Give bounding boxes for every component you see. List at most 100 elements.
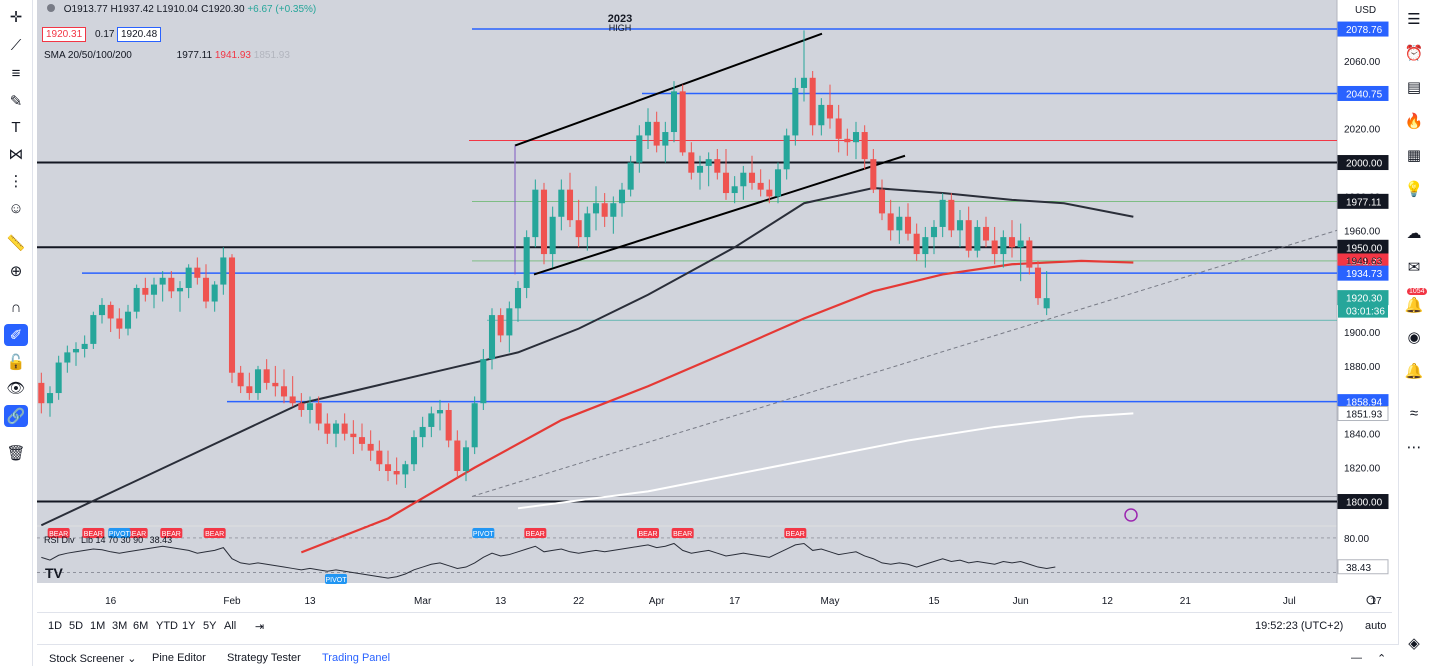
candle-body[interactable] [220,257,227,285]
price-tag-label[interactable]: 1941.93 [1346,257,1383,268]
candle-body[interactable] [159,277,166,285]
pattern-icon[interactable]: ⋈ [8,146,24,163]
candle-body[interactable] [497,315,504,336]
range-1y[interactable]: 1Y [182,620,196,632]
alarm-icon[interactable]: 🔔 [1404,363,1424,380]
candle-body[interactable] [367,443,374,451]
brush-icon[interactable]: ✎ [9,93,23,110]
ideas-icon[interactable]: 💡 [1404,181,1424,198]
price-tag-bg[interactable] [1337,265,1389,281]
data-window-icon[interactable]: ▤ [1406,79,1422,96]
channel-upper[interactable] [514,32,823,147]
fib-icon[interactable]: ≡ [11,64,21,82]
candle-body[interactable] [107,304,114,319]
stream-icon[interactable]: ◉ [1407,329,1421,346]
candle-body[interactable] [471,403,478,448]
candle-body[interactable] [748,172,756,183]
trash-icon[interactable]: 🗑 [6,445,26,462]
range-all[interactable]: All [224,620,237,632]
candle-body[interactable] [246,386,253,394]
candle-body[interactable] [506,308,513,336]
candle-body[interactable] [783,135,790,170]
range-ytd[interactable]: YTD [156,620,178,632]
ruler-icon[interactable]: 📏 [6,235,26,252]
candle-body[interactable] [38,382,45,404]
candle-body[interactable] [90,315,97,344]
candle-body[interactable] [887,213,894,231]
tab-trading-panel[interactable]: Trading Panel [322,652,391,664]
candle-body[interactable] [523,237,530,288]
candle-body[interactable] [644,121,652,136]
chart-svg[interactable]: 2023HIGH1820.001840.001860.001880.001900… [37,0,1392,610]
candle-body[interactable] [315,403,322,424]
goto-date-icon[interactable]: ⇥ [255,621,265,633]
candle-body[interactable] [1026,240,1033,268]
candle-body[interactable] [904,216,912,234]
candle-body[interactable] [462,447,470,472]
waves-icon[interactable]: ≈ [1409,404,1419,422]
candle-body[interactable] [376,450,383,465]
candle-body[interactable] [878,189,886,214]
price-tag-label[interactable]: 1858.94 [1346,398,1383,409]
price-tag-bg[interactable] [1337,193,1389,209]
price-tag-label[interactable]: 2078.76 [1346,25,1383,36]
candle-body[interactable] [237,372,244,387]
chat-icon[interactable]: ☁ [1406,225,1422,242]
auto-scale-button[interactable]: auto [1365,620,1387,632]
alert-clock-icon[interactable]: ⏰ [1404,45,1424,62]
price-tag-bg[interactable] [1337,406,1389,422]
candle-body[interactable] [757,182,764,190]
candle-body[interactable] [636,135,643,163]
candle-body[interactable] [98,304,106,316]
annotation-high[interactable]: HIGH [609,23,632,33]
candle-body[interactable] [696,165,704,173]
magnet-icon[interactable]: ∩ [10,298,22,316]
candle-body[interactable] [263,369,270,383]
range-1d[interactable]: 1D [48,620,63,632]
price-tag-bg[interactable] [1337,21,1389,37]
candle-body[interactable] [662,132,669,146]
candle-body[interactable] [774,169,782,197]
range-6m[interactable]: 6M [133,620,149,632]
lock-icon[interactable]: 🔓 [6,354,26,371]
hotlist-icon[interactable]: 🔥 [1404,113,1424,130]
price-tag-label[interactable]: 1800.00 [1346,498,1383,509]
candle-body[interactable] [852,132,860,143]
candle-body[interactable] [670,91,678,133]
price-tag-label[interactable]: 1977.11 [1346,197,1382,208]
candle-body[interactable] [566,189,574,221]
candle-body[interactable] [766,189,773,197]
candle-body[interactable] [549,216,556,255]
candle-body[interactable] [818,104,825,126]
trend-line-icon[interactable]: ⟋ [10,36,22,54]
candle-body[interactable] [1000,237,1007,255]
candle-body[interactable] [956,220,964,231]
candle-body[interactable] [965,220,972,251]
candle-body[interactable] [844,138,851,143]
candle-body[interactable] [575,220,582,238]
channel-lower[interactable] [533,154,906,276]
candle-body[interactable] [488,315,496,360]
candle-body[interactable] [202,277,210,302]
candle-body[interactable] [540,189,548,255]
tab-pine-editor[interactable]: Pine Editor [152,652,206,664]
prediction-icon[interactable]: ⋮ [8,173,24,190]
candle-body[interactable] [558,189,565,217]
candle-body[interactable] [731,186,738,194]
candle-body[interactable] [896,216,903,231]
candle-body[interactable] [64,352,71,363]
price-tag-label[interactable]: 1950.00 [1346,243,1383,254]
maximize-icon[interactable]: ⌃ [1377,653,1387,665]
currency-label[interactable]: USD [1355,5,1377,16]
candle-body[interactable] [254,369,262,394]
candle-body[interactable] [653,121,660,146]
candle-body[interactable] [948,199,955,231]
emoji-icon[interactable]: ☺ [8,199,24,217]
range-3m[interactable]: 3M [112,620,128,632]
range-5y[interactable]: 5Y [203,620,217,632]
price-tag-label[interactable]: 1920.30 [1346,294,1383,305]
candle-body[interactable] [835,118,842,139]
candle-body[interactable] [341,423,348,434]
candle-body[interactable] [532,189,539,238]
candle-body[interactable] [688,152,695,173]
